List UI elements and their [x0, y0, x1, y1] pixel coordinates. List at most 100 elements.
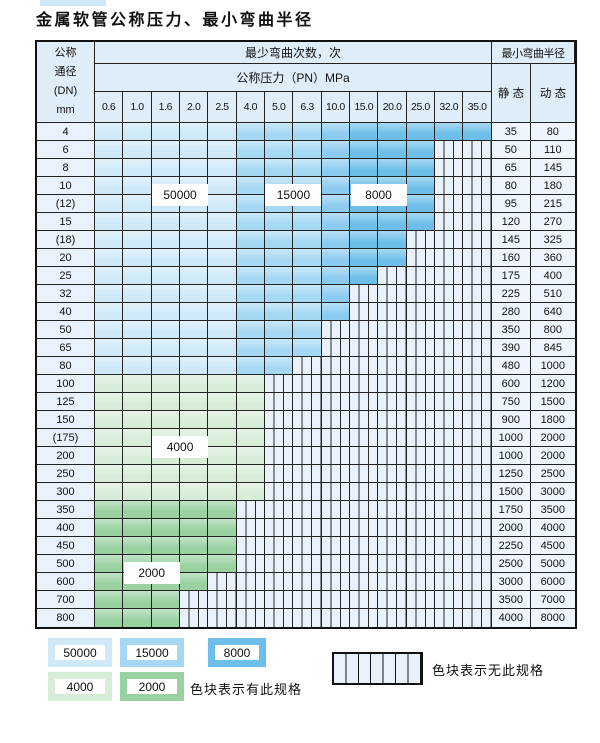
legend-swatch-50000: 50000 — [48, 638, 112, 667]
pressure-cell — [265, 231, 294, 249]
static-dynamic-header: 静 态 动 态 — [492, 64, 575, 123]
pressure-cell — [123, 411, 152, 429]
pressure-cell — [321, 231, 351, 249]
dn-cell: (18) — [37, 231, 95, 249]
table-row-dn-150: 150 900 1800 — [37, 411, 575, 429]
pressure-cell — [123, 195, 152, 213]
dn-cell: 125 — [37, 393, 95, 411]
dynamic-radius-cell: 2000 — [530, 429, 575, 447]
pressure-cell — [406, 501, 436, 519]
pressure-cell — [208, 141, 237, 159]
pressure-cell — [463, 231, 492, 249]
static-radius-cell: 50 — [491, 141, 531, 159]
pressure-cell — [236, 483, 266, 501]
dynamic-radius-cell: 2500 — [530, 465, 575, 483]
table-header: 公称 通径 (DN) mm 最少弯曲次数，次 公称压力（PN）MPa 0.6 1.0 1.… — [37, 42, 575, 123]
pressure-cell — [151, 231, 181, 249]
pressure-cell — [406, 231, 436, 249]
pressure-cell — [265, 177, 294, 195]
pressure-cell — [321, 177, 351, 195]
pressure-cell — [406, 609, 436, 627]
dn-cell: 250 — [37, 465, 95, 483]
table-row-dn-250: 250 1250 2500 — [37, 465, 575, 483]
pressure-cell — [435, 123, 464, 141]
table-row-dn-18: (18) 145 325 — [37, 231, 575, 249]
pressure-cell — [236, 231, 266, 249]
pressure-cell — [293, 195, 322, 213]
dynamic-radius-cell: 4500 — [530, 537, 575, 555]
header-middle: 最少弯曲次数，次 公称压力（PN）MPa 0.6 1.0 1.6 2.0 2.5 4.0 5… — [95, 42, 492, 123]
static-radius-cell: 95 — [491, 195, 531, 213]
pressure-cell — [435, 555, 464, 573]
pressure-cell — [463, 501, 492, 519]
pressure-cell — [151, 591, 181, 609]
static-radius-cell: 390 — [491, 339, 531, 357]
pressure-cell — [123, 267, 152, 285]
pressure-cell — [151, 195, 181, 213]
pressure-cell — [321, 123, 351, 141]
corner-line-2: (DN) — [53, 85, 78, 97]
pressure-cell — [180, 375, 209, 393]
pressure-cell — [151, 393, 181, 411]
pressure-cell — [180, 267, 209, 285]
pressure-cell — [406, 429, 436, 447]
pressure-cell — [123, 393, 152, 411]
pressure-cell — [95, 555, 124, 573]
pressure-cell — [236, 555, 266, 573]
pressure-cell — [463, 465, 492, 483]
pressure-cell — [435, 303, 464, 321]
pressure-cell — [293, 249, 322, 267]
pressure-cell — [123, 357, 152, 375]
pressure-cell — [378, 195, 407, 213]
pressure-cell — [95, 339, 124, 357]
pressure-cell — [95, 411, 124, 429]
pressure-cell — [435, 357, 464, 375]
pressure-cell — [180, 159, 209, 177]
pressure-cell — [293, 303, 322, 321]
pressure-cell — [95, 249, 124, 267]
pressure-cell — [435, 375, 464, 393]
table-row-dn-4: 4 35 80 — [37, 123, 575, 141]
pressure-cell — [123, 573, 152, 591]
table-row-dn-40: 40 280 640 — [37, 303, 575, 321]
pressure-cell — [463, 483, 492, 501]
static-radius-cell: 160 — [491, 249, 531, 267]
pressure-cell — [406, 339, 436, 357]
pressure-cell — [265, 591, 294, 609]
pressure-cell — [95, 321, 124, 339]
table-body: 4 35 80 6 50 110 8 65 145 10 80 180 (12) 95 215 15 120 27… — [37, 123, 575, 627]
pressure-cell — [151, 537, 181, 555]
legend-swatch-8000: 8000 — [208, 638, 266, 667]
pressure-cell — [208, 123, 237, 141]
pressure-cell — [406, 393, 436, 411]
pressure-cell — [321, 483, 351, 501]
pressure-cell — [123, 537, 152, 555]
pressure-cell — [321, 465, 351, 483]
pressure-cell — [321, 159, 351, 177]
header-static: 静 态 — [492, 64, 531, 123]
pressure-cell — [435, 267, 464, 285]
pressure-cell — [406, 537, 436, 555]
pressure-cell — [350, 159, 379, 177]
pressure-cell — [180, 447, 209, 465]
table-row-dn-6: 6 50 110 — [37, 141, 575, 159]
pressure-cell — [406, 303, 436, 321]
table-row-dn-300: 300 1500 3000 — [37, 483, 575, 501]
pressure-cell — [406, 573, 436, 591]
pressure-cell — [208, 213, 237, 231]
pressure-cell — [293, 609, 322, 627]
pressure-cell — [151, 465, 181, 483]
pressure-cell — [463, 555, 492, 573]
pressure-cell — [265, 447, 294, 465]
pressure-cell — [151, 267, 181, 285]
pressure-cell — [208, 591, 237, 609]
pressure-cell — [321, 501, 351, 519]
pressure-cell — [123, 501, 152, 519]
pressure-cell — [265, 213, 294, 231]
pressure-cell — [350, 591, 379, 609]
pressure-cell — [321, 213, 351, 231]
pressure-cell — [435, 519, 464, 537]
pressure-cell — [406, 447, 436, 465]
pressure-cell — [293, 555, 322, 573]
pressure-cell — [95, 447, 124, 465]
